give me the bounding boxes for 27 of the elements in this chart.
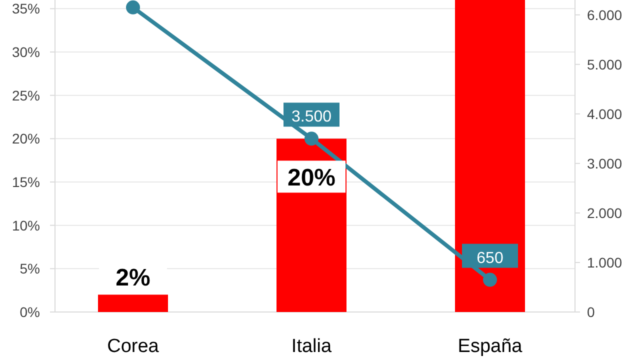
y-tick-label: 20% [12,130,40,147]
bar [455,0,525,312]
x-tick-label: Corea [107,336,160,357]
data-label: 20% [287,164,336,192]
y-tick-label: 0% [20,304,40,320]
y-tick-label: 25% [12,87,40,104]
data-label: 650 [476,250,504,267]
point [126,0,140,14]
y-tick-label: 35% [12,0,40,17]
y-tick-label: 15% [12,174,40,190]
data-label: 3.500 [291,108,332,126]
x-tick-label: España [458,336,523,357]
y-tick-label: 10% [12,217,40,234]
x-tick-label: Italia [291,336,332,357]
y2-tick-label: 3.000 [587,155,622,172]
y-tick-label: 5% [20,260,40,277]
bar [98,294,168,312]
y-tick-label: 30% [12,44,40,60]
y2-tick-label: 4.000 [587,106,622,122]
y2-tick-label: 0 [587,304,595,320]
point [483,272,497,287]
y2-tick-label: 1.000 [587,254,622,270]
data-label: 2% [116,264,150,292]
y2-tick-label: 2.000 [587,204,622,221]
y2-tick-label: 5.000 [587,56,622,72]
point [304,132,318,146]
y2-tick-label: 6.000 [587,6,622,23]
